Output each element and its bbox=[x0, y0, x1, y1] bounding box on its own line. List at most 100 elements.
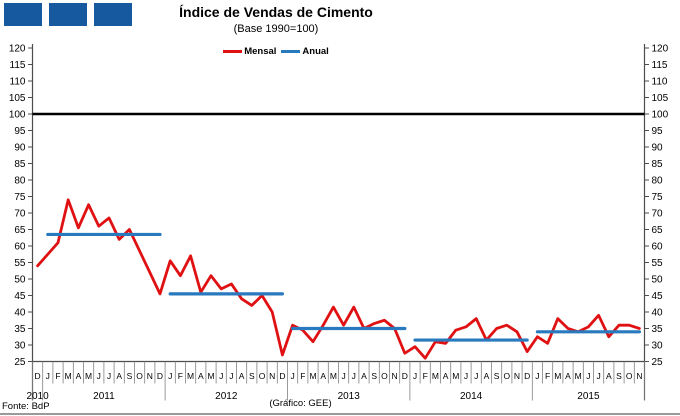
month-label: F bbox=[423, 371, 428, 381]
month-label: O bbox=[259, 371, 266, 381]
monthly-series-line bbox=[36, 198, 641, 360]
y-axis-label-left: 35 bbox=[14, 324, 26, 335]
month-label: M bbox=[309, 371, 316, 381]
source-note: Fonte: BdP bbox=[2, 401, 50, 412]
legend-item-mensal: Mensal bbox=[223, 46, 276, 57]
month-label: D bbox=[279, 371, 285, 381]
month-label: N bbox=[147, 371, 153, 381]
y-axis-label-left: 80 bbox=[14, 176, 26, 187]
month-label: J bbox=[464, 371, 468, 381]
month-label: J bbox=[97, 371, 101, 381]
y-axis-label-right: 60 bbox=[652, 242, 664, 253]
y-axis-label-right: 75 bbox=[652, 192, 664, 203]
y-axis-label-right: 120 bbox=[652, 44, 669, 55]
month-label: J bbox=[168, 371, 172, 381]
month-label: J bbox=[46, 371, 50, 381]
chart-subtitle: (Base 1990=100) bbox=[233, 23, 319, 35]
legend-label-mensal: Mensal bbox=[244, 46, 277, 57]
month-label: N bbox=[514, 371, 520, 381]
y-axis-label-left: 115 bbox=[10, 60, 26, 71]
month-label: M bbox=[330, 371, 337, 381]
window-bottom-edge bbox=[0, 413, 680, 415]
y-axis-label-left: 60 bbox=[14, 242, 26, 253]
y-axis-label-left: 70 bbox=[14, 209, 26, 220]
month-label: N bbox=[392, 371, 398, 381]
month-label: J bbox=[290, 371, 294, 381]
month-label: A bbox=[116, 371, 122, 381]
month-label: M bbox=[554, 371, 561, 381]
month-label: M bbox=[452, 371, 459, 381]
y-axis-label-left: 25 bbox=[14, 357, 26, 368]
y-axis-label-left: 120 bbox=[9, 44, 26, 55]
month-label: J bbox=[352, 371, 356, 381]
legend-item-anual: Anual bbox=[281, 46, 329, 57]
y-axis-label-right: 90 bbox=[652, 143, 664, 154]
year-label: 2012 bbox=[215, 391, 238, 402]
month-label: A bbox=[565, 371, 571, 381]
month-label: J bbox=[341, 371, 345, 381]
month-label: F bbox=[55, 371, 60, 381]
month-label: S bbox=[494, 371, 500, 381]
y-axis-label-right: 50 bbox=[652, 275, 664, 286]
y-axis-label-right: 55 bbox=[652, 258, 664, 269]
month-label: M bbox=[65, 371, 72, 381]
y-axis-label-right: 45 bbox=[652, 291, 664, 302]
month-label: J bbox=[107, 371, 111, 381]
month-label: N bbox=[636, 371, 642, 381]
month-label: J bbox=[535, 371, 539, 381]
legend-label-anual: Anual bbox=[302, 46, 329, 57]
y-axis-label-left: 95 bbox=[14, 126, 26, 137]
month-label: A bbox=[361, 371, 367, 381]
y-axis-label-right: 110 bbox=[652, 77, 668, 88]
logo-square-1 bbox=[4, 3, 42, 26]
year-label: 2014 bbox=[460, 391, 483, 402]
month-label: A bbox=[484, 371, 490, 381]
y-axis-label-left: 40 bbox=[14, 308, 26, 319]
chart-title: Índice de Vendas de Cimento bbox=[179, 4, 373, 20]
month-label: S bbox=[249, 371, 255, 381]
month-label: O bbox=[626, 371, 633, 381]
y-axis-label-left: 45 bbox=[14, 291, 26, 302]
y-axis-label-left: 65 bbox=[14, 225, 26, 236]
month-label: A bbox=[76, 371, 82, 381]
y-axis-label-left: 75 bbox=[14, 192, 26, 203]
month-label: J bbox=[219, 371, 223, 381]
month-label: S bbox=[616, 371, 622, 381]
y-axis-label-left: 50 bbox=[14, 275, 26, 286]
month-label: S bbox=[371, 371, 377, 381]
month-label: A bbox=[198, 371, 204, 381]
month-label: D bbox=[35, 371, 41, 381]
month-label: M bbox=[207, 371, 214, 381]
credit-note: (Gráfico: GEE) bbox=[269, 398, 332, 409]
month-label: D bbox=[402, 371, 408, 381]
month-label: D bbox=[524, 371, 530, 381]
month-label: J bbox=[474, 371, 478, 381]
logo-square-3 bbox=[94, 3, 132, 26]
year-label: 2010 bbox=[26, 391, 49, 402]
month-label: M bbox=[432, 371, 439, 381]
month-label: J bbox=[596, 371, 600, 381]
month-label: A bbox=[443, 371, 449, 381]
month-label: A bbox=[320, 371, 326, 381]
month-label: F bbox=[178, 371, 183, 381]
y-axis-label-left: 55 bbox=[14, 258, 26, 269]
month-label: N bbox=[269, 371, 275, 381]
y-axis-label-right: 25 bbox=[652, 357, 664, 368]
year-label: 2011 bbox=[93, 391, 115, 402]
month-label: F bbox=[300, 371, 305, 381]
y-axis-label-left: 90 bbox=[14, 143, 26, 154]
y-axis-label-left: 110 bbox=[10, 77, 26, 88]
anual-line-swatch bbox=[281, 50, 301, 53]
y-axis-label-right: 95 bbox=[652, 126, 664, 137]
month-label: J bbox=[586, 371, 590, 381]
month-label: M bbox=[85, 371, 92, 381]
month-label: M bbox=[187, 371, 194, 381]
y-axis-label-right: 30 bbox=[652, 341, 664, 352]
y-axis-label-left: 30 bbox=[14, 341, 26, 352]
mensal-line-swatch bbox=[223, 50, 243, 53]
y-axis-label-right: 65 bbox=[652, 225, 664, 236]
y-axis-label-right: 85 bbox=[652, 159, 664, 170]
month-label: O bbox=[503, 371, 510, 381]
